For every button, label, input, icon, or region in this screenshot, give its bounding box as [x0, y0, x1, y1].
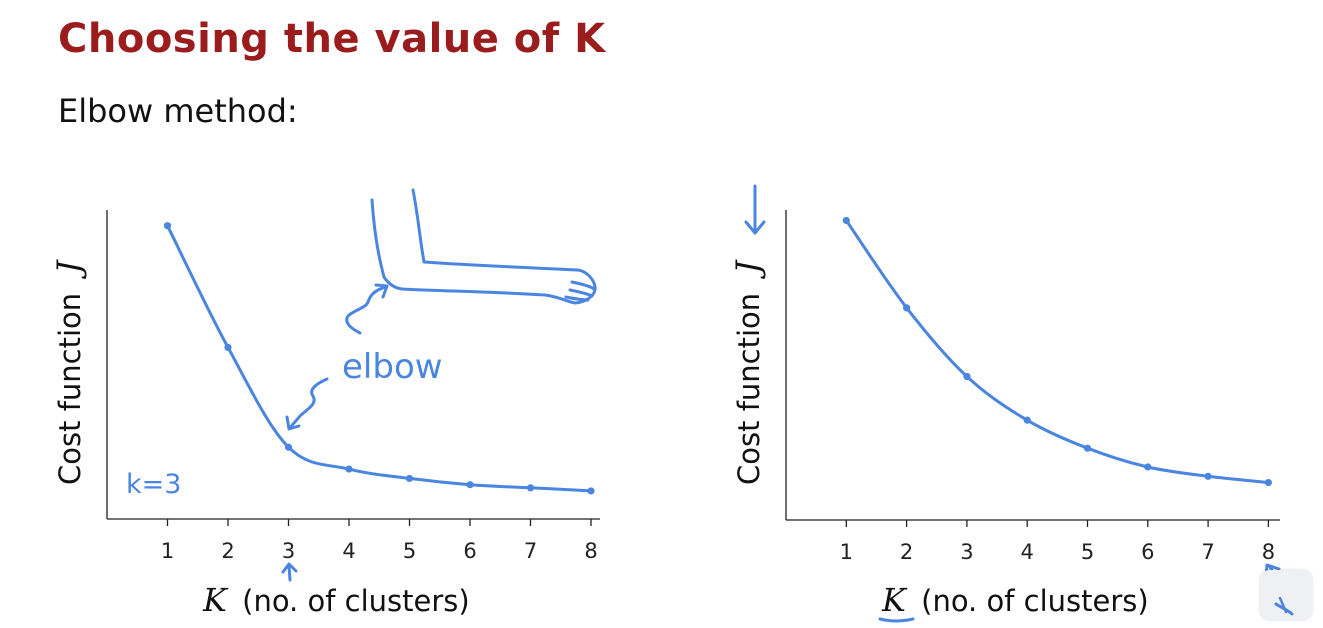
slide-title: Choosing the value of K: [58, 16, 606, 62]
arm-sketch: [370, 188, 597, 305]
k-choice-note: k=3: [126, 469, 181, 500]
x-tick-label: 7: [1201, 540, 1214, 564]
series-line-right: [844, 218, 1270, 485]
x-axis-label-right-text: (no. of clusters): [921, 584, 1149, 618]
data-point: [466, 481, 474, 489]
data-point: [842, 216, 850, 225]
data-point: [1023, 416, 1031, 424]
x-tick-label: 3: [282, 539, 295, 563]
j-arrow-right: [744, 184, 766, 235]
x-axis-label-left: K (no. of clusters): [202, 581, 470, 619]
data-point: [284, 443, 293, 451]
points-right: [842, 216, 1272, 487]
ticks-right: 1 2 3 4 5 6 7 8: [840, 520, 1275, 564]
corner-widget[interactable]: [1260, 570, 1312, 620]
x-tick-label: 4: [342, 539, 355, 563]
y-axis-label-right-text: Cost function: [732, 293, 766, 485]
k-underline-right: [878, 617, 915, 623]
elbow-arrow-up: [345, 283, 389, 335]
data-point: [1144, 463, 1152, 471]
x-axis-label-right: K (no. of clusters): [881, 581, 1149, 619]
data-point: [1264, 478, 1272, 487]
x-tick-label: 4: [1021, 540, 1034, 564]
elbow-label: elbow: [342, 347, 443, 387]
x-tick-label: 1: [161, 539, 174, 563]
points-left: [163, 222, 595, 495]
y-axis-label-left: Cost function J: [50, 259, 88, 485]
k3-arrow: [281, 562, 298, 582]
x-axis-label-left-text: (no. of clusters): [242, 584, 470, 618]
chart-left: 1 2 3 4 5 6 7 8 Cost function J K (no. of clust…: [50, 210, 600, 619]
data-point: [526, 484, 535, 492]
pen-icon: [1274, 596, 1294, 616]
y-axis-label-right: Cost function J: [729, 259, 767, 485]
data-point: [1083, 444, 1092, 452]
y-axis-label-left-text: Cost function: [53, 293, 87, 485]
chart-right: 1 2 3 4 5 6 7 8 Cost function J K (no. of clust…: [729, 210, 1280, 619]
x-tick-label: 1: [840, 540, 853, 564]
x-tick-label: 7: [524, 539, 537, 563]
slide-subtitle: Elbow method:: [58, 92, 298, 130]
data-point: [405, 474, 414, 483]
x-tick-label: 2: [900, 540, 913, 564]
y-axis-var-right: J: [729, 259, 767, 280]
x-tick-label: 2: [221, 539, 234, 563]
data-point: [587, 487, 595, 495]
x-tick-label: 5: [403, 539, 416, 563]
data-point: [963, 372, 971, 381]
x-tick-label: 8: [1262, 540, 1275, 564]
x-tick-label: 3: [960, 540, 973, 564]
data-point: [163, 222, 172, 230]
data-point: [224, 343, 232, 351]
ticks-left: 1 2 3 4 5 6 7 8: [161, 519, 598, 563]
x-tick-label: 8: [584, 539, 597, 563]
x-tick-label: 5: [1081, 540, 1094, 564]
data-point: [1204, 472, 1212, 480]
y-axis-var-left: J: [50, 259, 88, 280]
data-point: [345, 465, 353, 473]
x-axis-var-left: K: [202, 581, 229, 619]
x-tick-label: 6: [1141, 540, 1154, 564]
x-axis-var-right: K: [881, 581, 908, 619]
data-point: [903, 304, 911, 312]
elbow-arrow-down: [285, 377, 329, 431]
x-tick-label: 6: [463, 539, 476, 563]
